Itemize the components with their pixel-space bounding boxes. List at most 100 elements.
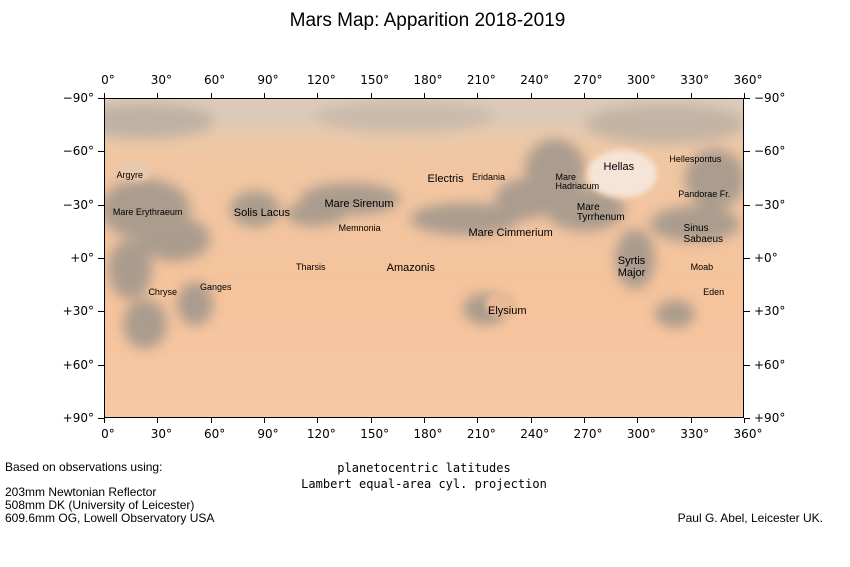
feature-label-line: Moab — [690, 262, 714, 273]
latitude-label-left: +30° — [62, 304, 94, 319]
longitude-label-top: 330° — [680, 73, 710, 87]
feature-label: Mare Cimmerium — [468, 227, 552, 240]
feature-label-line: Hellespontus — [669, 153, 722, 164]
feature-label: Sinus Sabaeus — [684, 224, 723, 245]
longitude-tick-bottom — [744, 418, 745, 423]
longitude-label-bottom: 60° — [204, 427, 226, 441]
longitude-tick-top — [531, 93, 532, 98]
feature-label-line: Memnonia — [338, 223, 381, 234]
longitude-tick-top — [211, 93, 212, 98]
feature-label-line: Mare — [576, 201, 600, 213]
longitude-label-top: 150° — [360, 73, 390, 87]
longitude-label-top: 300° — [626, 73, 656, 87]
feature-label-line: Mare Sirenum — [324, 198, 394, 211]
latitude-tick-left — [98, 365, 104, 366]
longitude-label-top: 270° — [573, 73, 603, 87]
longitude-tick-top — [744, 93, 745, 98]
feature-label-line: Ganges — [200, 281, 232, 292]
latitude-label-right: +90° — [754, 411, 786, 425]
feature-label-line: Eden — [703, 287, 725, 298]
latitude-tick-left — [98, 98, 104, 99]
feature-label: Hellespontus — [669, 153, 722, 164]
projection-note: planetocentric latitudes Lambert equal-a… — [294, 461, 554, 491]
latitude-label-left: +60° — [62, 357, 94, 372]
longitude-label-top: 30° — [150, 73, 172, 87]
latitude-tick-right — [744, 98, 750, 99]
feature-label-line: Mare Erythraeum — [112, 207, 183, 218]
instrument-item: 609.6mm OG, Lowell Observatory USA — [5, 511, 215, 525]
longitude-label-bottom: 90° — [257, 427, 279, 441]
longitude-label-top: 90° — [257, 73, 279, 87]
latitude-label-right: +60° — [754, 357, 786, 372]
feature-label-line: Eridania — [472, 171, 506, 182]
instrument-list: 203mm Newtonian Reflector 508mm DK (Univ… — [5, 486, 214, 525]
feature-label: Ganges — [200, 281, 232, 292]
feature-label: Mare Sirenum — [324, 199, 393, 211]
feature-label-line: Elysium — [488, 305, 527, 317]
longitude-tick-top — [691, 93, 692, 98]
longitude-label-bottom: 120° — [306, 427, 336, 441]
longitude-tick-bottom — [104, 418, 105, 423]
feature-label: Chryse — [148, 287, 177, 298]
feature-label: Electris — [428, 174, 464, 186]
longitude-tick-top — [637, 93, 638, 98]
feature-label-line: Solis Lacus — [233, 207, 291, 220]
longitude-tick-bottom — [584, 418, 585, 423]
latitude-tick-right — [744, 205, 750, 206]
latitude-label-left: −90° — [62, 91, 94, 105]
feature-label-line: Syrtis — [617, 255, 646, 268]
feature-label: Eridania — [472, 171, 506, 182]
longitude-tick-bottom — [691, 418, 692, 423]
longitude-tick-top — [317, 93, 318, 98]
longitude-label-top: 210° — [466, 73, 496, 87]
latitude-label-left: −60° — [62, 144, 94, 159]
feature-label-line: Pandorae Fr. — [678, 189, 731, 200]
feature-label-line: Electris — [427, 173, 464, 186]
instrument-item: 508mm DK (University of Leicester) — [5, 498, 195, 512]
longitude-label-top: 180° — [413, 73, 443, 87]
latitude-tick-right — [744, 151, 750, 152]
longitude-tick-bottom — [157, 418, 158, 423]
latitude-tick-left — [98, 151, 104, 152]
feature-label: Eden — [703, 287, 725, 298]
longitude-tick-top — [157, 93, 158, 98]
feature-label-line: Mare — [555, 171, 577, 182]
latitude-label-right: −30° — [754, 197, 786, 212]
longitude-label-bottom: 150° — [360, 427, 390, 441]
longitude-label-bottom: 300° — [626, 427, 656, 441]
longitude-tick-bottom — [477, 418, 478, 423]
feature-label: Mare Tyrrhenum — [576, 201, 625, 224]
longitude-label-bottom: 360° — [733, 427, 763, 441]
latitude-tick-left — [98, 205, 104, 206]
latitude-tick-right — [744, 311, 750, 312]
map-title: Mars Map: Apparition 2018-2019 — [289, 10, 566, 31]
latitude-tick-right — [744, 365, 750, 366]
author-credit: Paul G. Abel, Leicester UK. — [677, 511, 823, 525]
latitude-label-right: +30° — [754, 304, 786, 319]
feature-label-line: Tharsis — [296, 262, 326, 273]
longitude-tick-bottom — [211, 418, 212, 423]
observations-heading: Based on observations using: — [5, 460, 163, 474]
feature-label: Solis Lacus — [234, 208, 290, 220]
longitude-label-top: 240° — [520, 73, 550, 87]
feature-label-line: Major — [617, 266, 646, 279]
feature-label-line: Sabaeus — [683, 233, 724, 245]
latitude-tick-left — [98, 258, 104, 259]
longitude-label-bottom: 240° — [520, 427, 550, 441]
longitude-tick-top — [584, 93, 585, 98]
feature-label-line: Argyre — [116, 169, 143, 180]
feature-label: Syrtis Major — [618, 256, 646, 279]
feature-label: Amazonis — [387, 263, 435, 275]
longitude-label-bottom: 180° — [413, 427, 443, 441]
latitude-label-left: +90° — [62, 411, 94, 425]
latitude-label-right: −60° — [754, 144, 786, 159]
feature-label-line: Sinus — [683, 223, 709, 235]
longitude-tick-bottom — [317, 418, 318, 423]
feature-label: Mare Erythraeum — [112, 207, 183, 218]
feature-label-line: Chryse — [148, 287, 177, 298]
projection-line-1: planetocentric latitudes — [337, 461, 511, 475]
instrument-item: 203mm Newtonian Reflector — [5, 485, 157, 499]
latitude-tick-left — [98, 311, 104, 312]
latitude-tick-left — [98, 418, 104, 419]
longitude-label-top: 120° — [306, 73, 336, 87]
